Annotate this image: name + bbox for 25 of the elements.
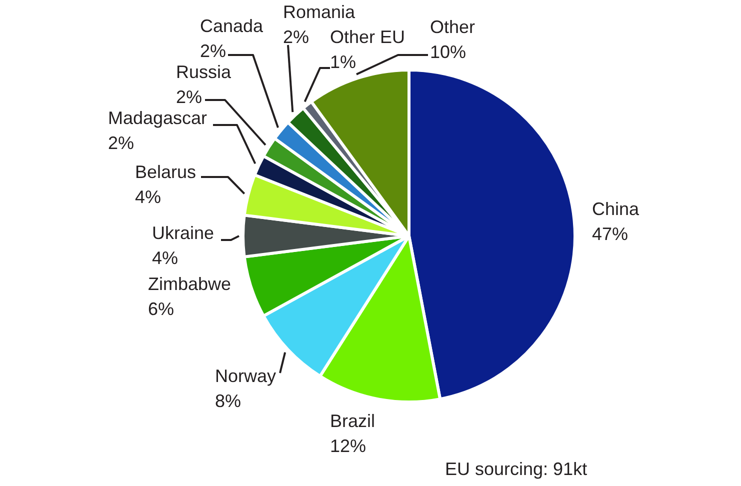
slice-label: Brazil — [330, 411, 376, 431]
slice-label: Belarus — [135, 162, 196, 182]
data-label: 2% — [176, 87, 202, 107]
slice-label: Russia — [176, 62, 232, 82]
slice-label: Other — [430, 17, 476, 37]
data-label: 47% — [592, 224, 628, 244]
data-label: 2% — [283, 27, 310, 47]
data-label: 12% — [330, 436, 366, 456]
slice-label: Canada — [200, 16, 264, 36]
text: EU sourcing: 91kt — [445, 458, 588, 480]
slice-label: Madagascar — [108, 108, 208, 128]
slice-label: Norway — [215, 366, 276, 386]
data-label: 6% — [148, 299, 174, 319]
data-label: 2% — [200, 41, 226, 61]
slice-label: Zimbabwe — [148, 274, 232, 294]
slice-label: China — [592, 199, 640, 219]
data-label: 2% — [108, 133, 134, 153]
data-label: 10% — [430, 42, 466, 62]
slice-label: Other EU — [330, 27, 406, 47]
data-label: 1% — [330, 52, 356, 72]
slice-label: Ukraine — [152, 223, 214, 243]
slice-label: Romania — [283, 2, 356, 22]
data-label: 4% — [152, 248, 178, 268]
data-label: 4% — [135, 187, 162, 207]
data-label: 8% — [215, 391, 242, 411]
